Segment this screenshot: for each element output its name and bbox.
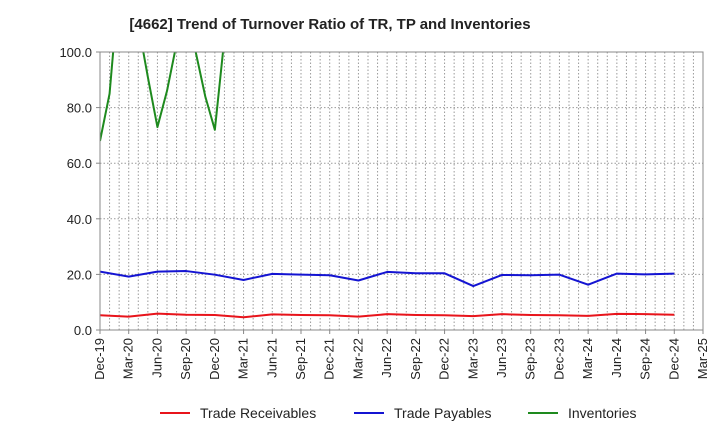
x-tick-label: Dec-20 bbox=[207, 338, 222, 380]
x-tick-label: Sep-21 bbox=[293, 338, 308, 380]
x-tick-label: Jun-21 bbox=[264, 338, 279, 378]
x-tick-label: Mar-24 bbox=[580, 338, 595, 379]
y-axis-ticks: 0.0 20.0 40.0 60.0 80.0 100.0 bbox=[59, 45, 100, 338]
series-line-trade-receivables bbox=[100, 312, 675, 319]
x-tick-label: Dec-19 bbox=[92, 338, 107, 380]
x-tick-label: Jun-20 bbox=[149, 338, 164, 378]
x-tick-label: Mar-22 bbox=[350, 338, 365, 379]
y-tick-label: 80.0 bbox=[67, 101, 92, 116]
x-tick-label: Sep-22 bbox=[408, 338, 423, 380]
series-lines bbox=[100, 52, 675, 319]
legend-label-trade-receivables: Trade Receivables bbox=[200, 405, 317, 421]
grid-lines bbox=[100, 52, 703, 330]
x-tick-label: Jun-23 bbox=[494, 338, 509, 378]
series-line-inventories bbox=[100, 52, 224, 142]
y-tick-label: 20.0 bbox=[67, 267, 92, 282]
x-tick-label: Sep-23 bbox=[523, 338, 538, 380]
legend-label-trade-payables: Trade Payables bbox=[394, 405, 492, 421]
legend-item-trade-payables: Trade Payables bbox=[354, 405, 492, 421]
x-tick-label: Mar-25 bbox=[695, 338, 710, 379]
x-tick-label: Mar-21 bbox=[236, 338, 251, 379]
x-tick-label: Mar-23 bbox=[465, 338, 480, 379]
legend-item-trade-receivables: Trade Receivables bbox=[160, 405, 316, 421]
y-tick-label: 100.0 bbox=[59, 45, 92, 60]
chart-title: [4662] Trend of Turnover Ratio of TR, TP… bbox=[129, 16, 531, 33]
x-tick-label: Dec-24 bbox=[666, 338, 681, 380]
legend-swatch-inventories bbox=[528, 412, 558, 414]
x-axis-ticks: Dec-19 Mar-20 Jun-20 Sep-20 Dec-20 Mar-21 Jun-… bbox=[92, 330, 710, 380]
x-tick-label: Jun-22 bbox=[379, 338, 394, 378]
x-tick-label: Dec-22 bbox=[437, 338, 452, 380]
legend: Trade Receivables Trade Payables Invento… bbox=[0, 405, 720, 425]
plot-frame bbox=[99, 51, 704, 331]
x-tick-label: Sep-20 bbox=[178, 338, 193, 380]
series-line-trade-payables bbox=[100, 270, 675, 288]
x-tick-label: Mar-20 bbox=[121, 338, 136, 379]
y-tick-label: 0.0 bbox=[74, 323, 92, 338]
legend-item-inventories: Inventories bbox=[528, 405, 636, 421]
x-tick-label: Jun-24 bbox=[609, 338, 624, 378]
legend-swatch-trade-payables bbox=[354, 412, 384, 414]
legend-swatch-trade-receivables bbox=[160, 412, 190, 414]
y-tick-label: 40.0 bbox=[67, 212, 92, 227]
x-tick-label: Dec-21 bbox=[322, 338, 337, 380]
legend-label-inventories: Inventories bbox=[568, 405, 637, 421]
x-tick-label: Dec-23 bbox=[551, 338, 566, 380]
x-tick-label: Sep-24 bbox=[638, 338, 653, 380]
y-tick-label: 60.0 bbox=[67, 156, 92, 171]
